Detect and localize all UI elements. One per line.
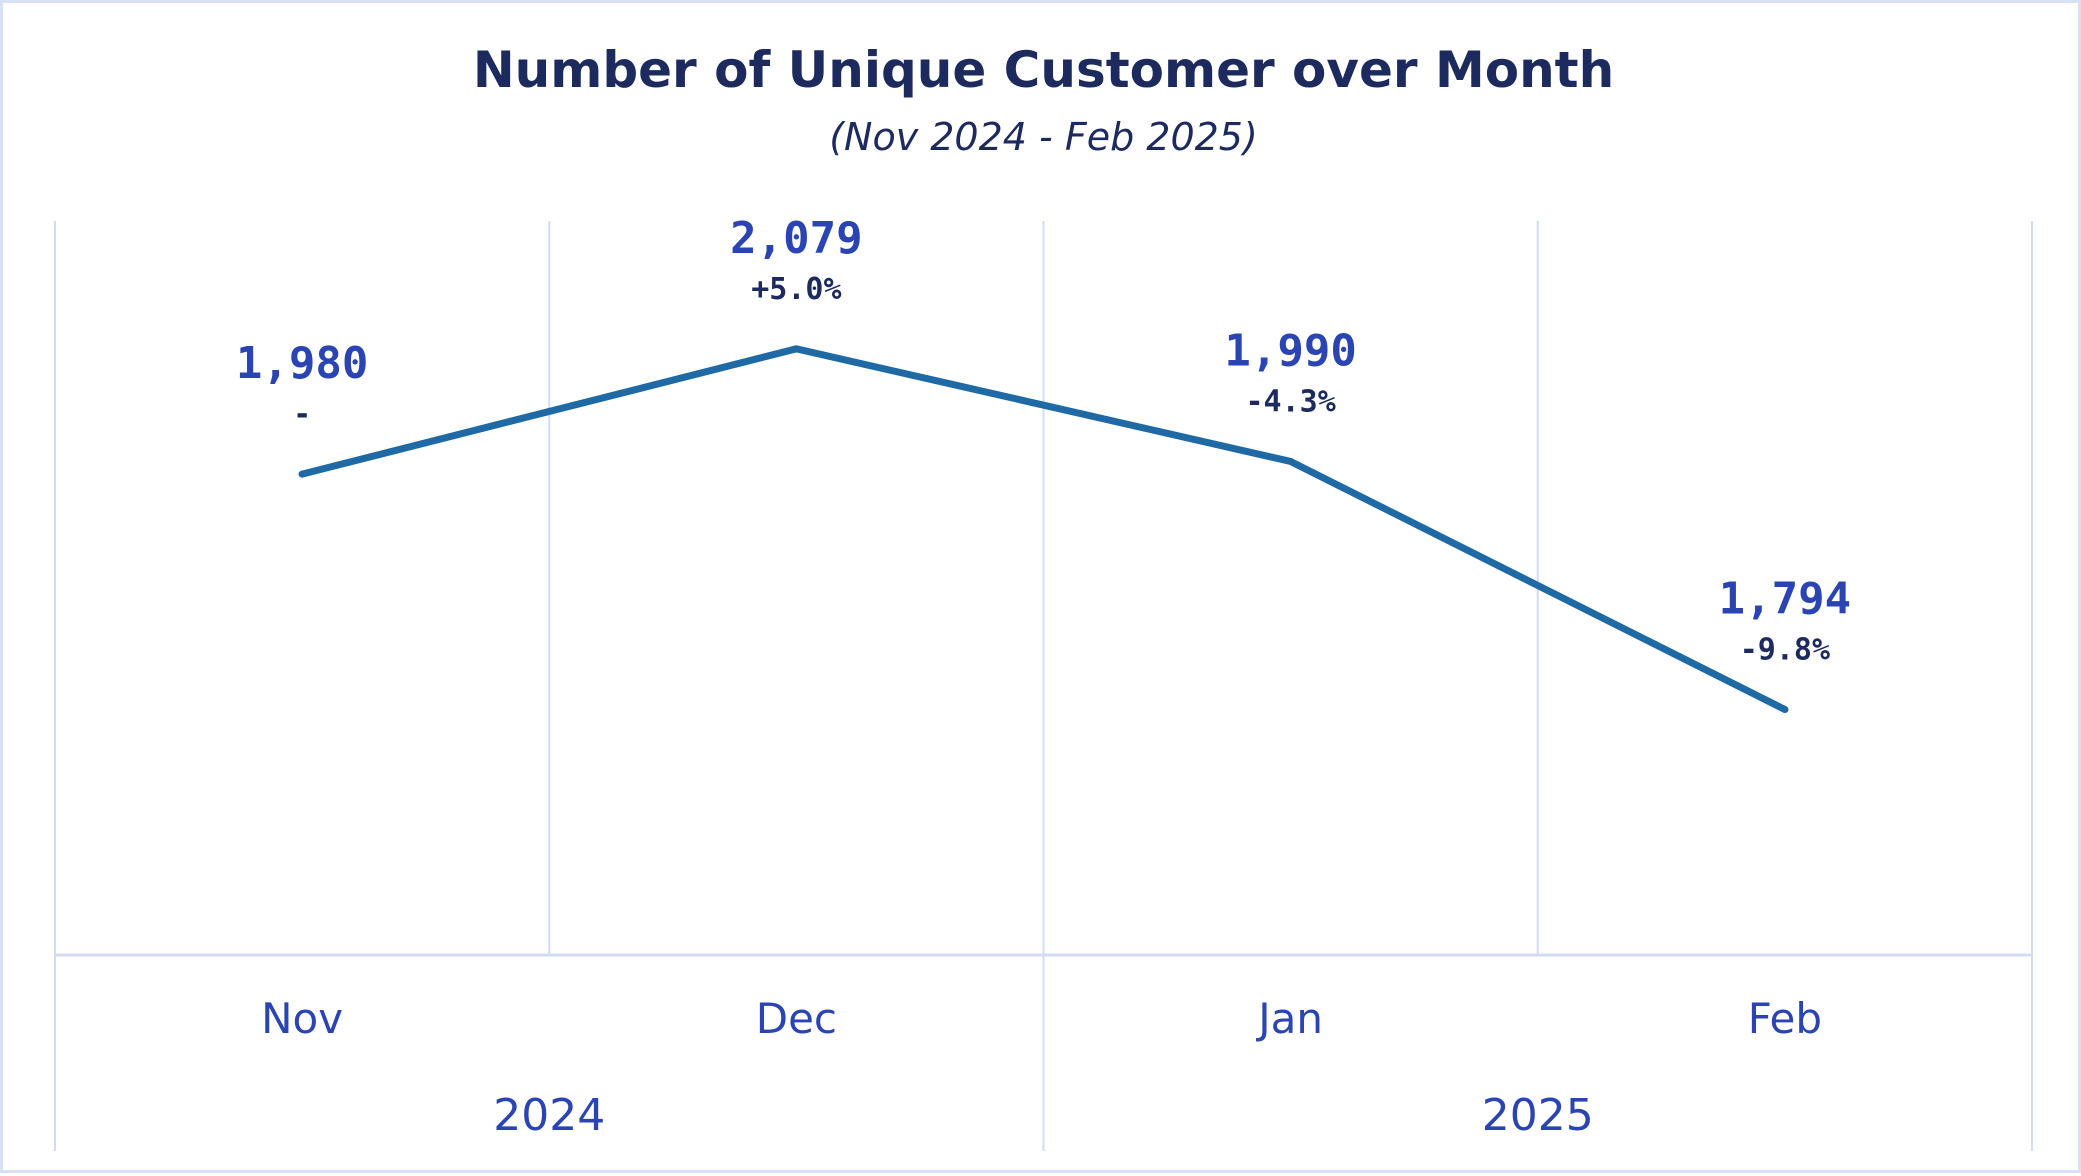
series-line — [298, 345, 1789, 713]
chart-title: Number of Unique Customer over Month — [472, 41, 1615, 99]
change-label: - — [293, 397, 311, 432]
x-tick-label: Jan — [1255, 994, 1323, 1043]
line-chart: Nov Dec Jan Feb 2024 2025 1,980 - 2,079 +5.0% 1,99… — [54, 213, 2033, 1151]
x-tick-label: Nov — [261, 994, 343, 1043]
x-tick-label: Dec — [756, 994, 837, 1043]
data-value-label: 1,980 — [236, 338, 368, 389]
x-tick-label: Feb — [1748, 994, 1822, 1043]
data-value-label: 1,990 — [1224, 325, 1356, 376]
data-value-label: 2,079 — [730, 213, 862, 264]
change-label: +5.0% — [751, 272, 841, 307]
year-label: 2025 — [1482, 1090, 1594, 1141]
data-point — [1781, 705, 1789, 713]
data-point — [792, 345, 800, 353]
data-point — [1287, 457, 1295, 465]
chart-subtitle: (Nov 2024 - Feb 2025) — [829, 115, 1258, 159]
data-point — [298, 470, 306, 478]
year-label: 2024 — [493, 1090, 605, 1141]
change-label: -9.8% — [1740, 632, 1830, 667]
change-label: -4.3% — [1245, 384, 1335, 419]
data-value-label: 1,794 — [1719, 573, 1851, 624]
